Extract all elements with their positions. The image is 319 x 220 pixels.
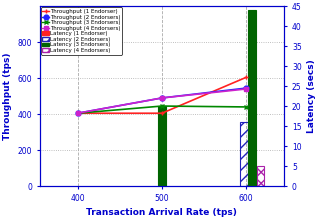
Bar xyxy=(257,166,264,186)
Bar xyxy=(158,106,166,186)
Y-axis label: Latency (secs): Latency (secs) xyxy=(307,59,316,133)
Legend: Throughput (1 Endorser), Throughput (2 Endorsers), Throughput (3 Endorsers), Thr: Throughput (1 Endorser), Throughput (2 E… xyxy=(41,7,122,55)
Bar xyxy=(240,122,248,186)
X-axis label: Transaction Arrival Rate (tps): Transaction Arrival Rate (tps) xyxy=(86,208,237,217)
Y-axis label: Throughput (tps): Throughput (tps) xyxy=(3,52,12,140)
Bar xyxy=(249,10,256,186)
